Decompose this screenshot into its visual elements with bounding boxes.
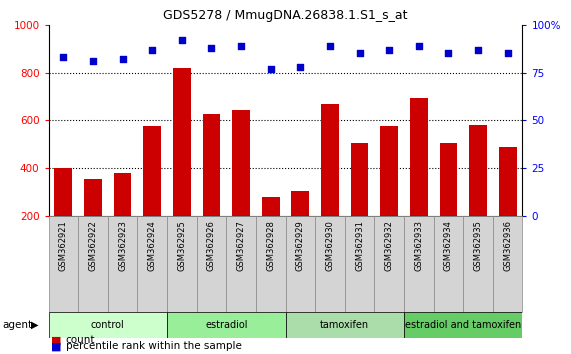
Point bbox=[59, 55, 68, 60]
Bar bbox=[286, 312, 404, 338]
Text: GSM362936: GSM362936 bbox=[503, 220, 512, 271]
Point bbox=[177, 37, 186, 43]
Point bbox=[236, 43, 246, 48]
Text: GDS5278 / MmugDNA.26838.1.S1_s_at: GDS5278 / MmugDNA.26838.1.S1_s_at bbox=[163, 9, 408, 22]
Text: ■: ■ bbox=[51, 341, 62, 351]
Text: GSM362925: GSM362925 bbox=[178, 220, 186, 270]
Point bbox=[325, 43, 335, 48]
Bar bbox=[167, 312, 286, 338]
Bar bbox=[410, 98, 428, 264]
Text: GSM362924: GSM362924 bbox=[148, 220, 156, 270]
Bar bbox=[114, 173, 131, 264]
Bar bbox=[321, 104, 339, 264]
Point bbox=[414, 43, 423, 48]
Text: ▶: ▶ bbox=[31, 320, 39, 330]
Bar bbox=[54, 168, 73, 264]
Point bbox=[89, 58, 98, 64]
Point bbox=[444, 51, 453, 56]
Bar bbox=[351, 143, 368, 264]
Bar bbox=[404, 216, 433, 312]
Bar bbox=[440, 143, 457, 264]
Point bbox=[296, 64, 305, 70]
Text: tamoxifen: tamoxifen bbox=[320, 320, 369, 330]
Bar bbox=[108, 216, 138, 312]
Text: GSM362935: GSM362935 bbox=[473, 220, 482, 271]
Bar bbox=[345, 216, 375, 312]
Text: GSM362926: GSM362926 bbox=[207, 220, 216, 271]
Point bbox=[473, 47, 482, 52]
Text: GSM362922: GSM362922 bbox=[89, 220, 98, 270]
Text: GSM362927: GSM362927 bbox=[236, 220, 246, 271]
Bar bbox=[375, 216, 404, 312]
Text: count: count bbox=[66, 335, 95, 345]
Bar bbox=[262, 197, 280, 264]
Bar bbox=[84, 179, 102, 264]
Bar bbox=[226, 216, 256, 312]
Bar bbox=[463, 216, 493, 312]
Bar bbox=[380, 126, 398, 264]
Bar bbox=[49, 216, 78, 312]
Bar bbox=[404, 312, 522, 338]
Text: GSM362933: GSM362933 bbox=[415, 220, 423, 271]
Bar bbox=[173, 68, 191, 264]
Bar bbox=[143, 126, 161, 264]
Bar bbox=[493, 216, 522, 312]
Text: estradiol and tamoxifen: estradiol and tamoxifen bbox=[405, 320, 521, 330]
Bar bbox=[203, 114, 220, 264]
Bar bbox=[78, 216, 108, 312]
Text: GSM362931: GSM362931 bbox=[355, 220, 364, 271]
Bar bbox=[167, 216, 196, 312]
Text: GSM362923: GSM362923 bbox=[118, 220, 127, 271]
Bar bbox=[499, 147, 517, 264]
Point bbox=[385, 47, 394, 52]
Point bbox=[118, 56, 127, 62]
Bar bbox=[315, 216, 345, 312]
Bar bbox=[433, 216, 463, 312]
Bar bbox=[196, 216, 226, 312]
Text: GSM362929: GSM362929 bbox=[296, 220, 305, 270]
Bar bbox=[138, 216, 167, 312]
Bar bbox=[291, 191, 309, 264]
Point bbox=[207, 45, 216, 51]
Text: GSM362934: GSM362934 bbox=[444, 220, 453, 271]
Text: GSM362930: GSM362930 bbox=[325, 220, 335, 271]
Bar bbox=[469, 125, 487, 264]
Point bbox=[266, 66, 275, 72]
Bar bbox=[286, 216, 315, 312]
Bar bbox=[232, 110, 250, 264]
Text: estradiol: estradiol bbox=[205, 320, 247, 330]
Text: percentile rank within the sample: percentile rank within the sample bbox=[66, 341, 242, 351]
Text: GSM362928: GSM362928 bbox=[266, 220, 275, 271]
Text: GSM362921: GSM362921 bbox=[59, 220, 68, 270]
Point bbox=[148, 47, 157, 52]
Text: ■: ■ bbox=[51, 335, 62, 345]
Point bbox=[355, 51, 364, 56]
Point bbox=[503, 51, 512, 56]
Bar bbox=[256, 216, 286, 312]
Text: GSM362932: GSM362932 bbox=[385, 220, 393, 271]
Text: control: control bbox=[91, 320, 124, 330]
Bar bbox=[49, 312, 167, 338]
Text: agent: agent bbox=[3, 320, 33, 330]
